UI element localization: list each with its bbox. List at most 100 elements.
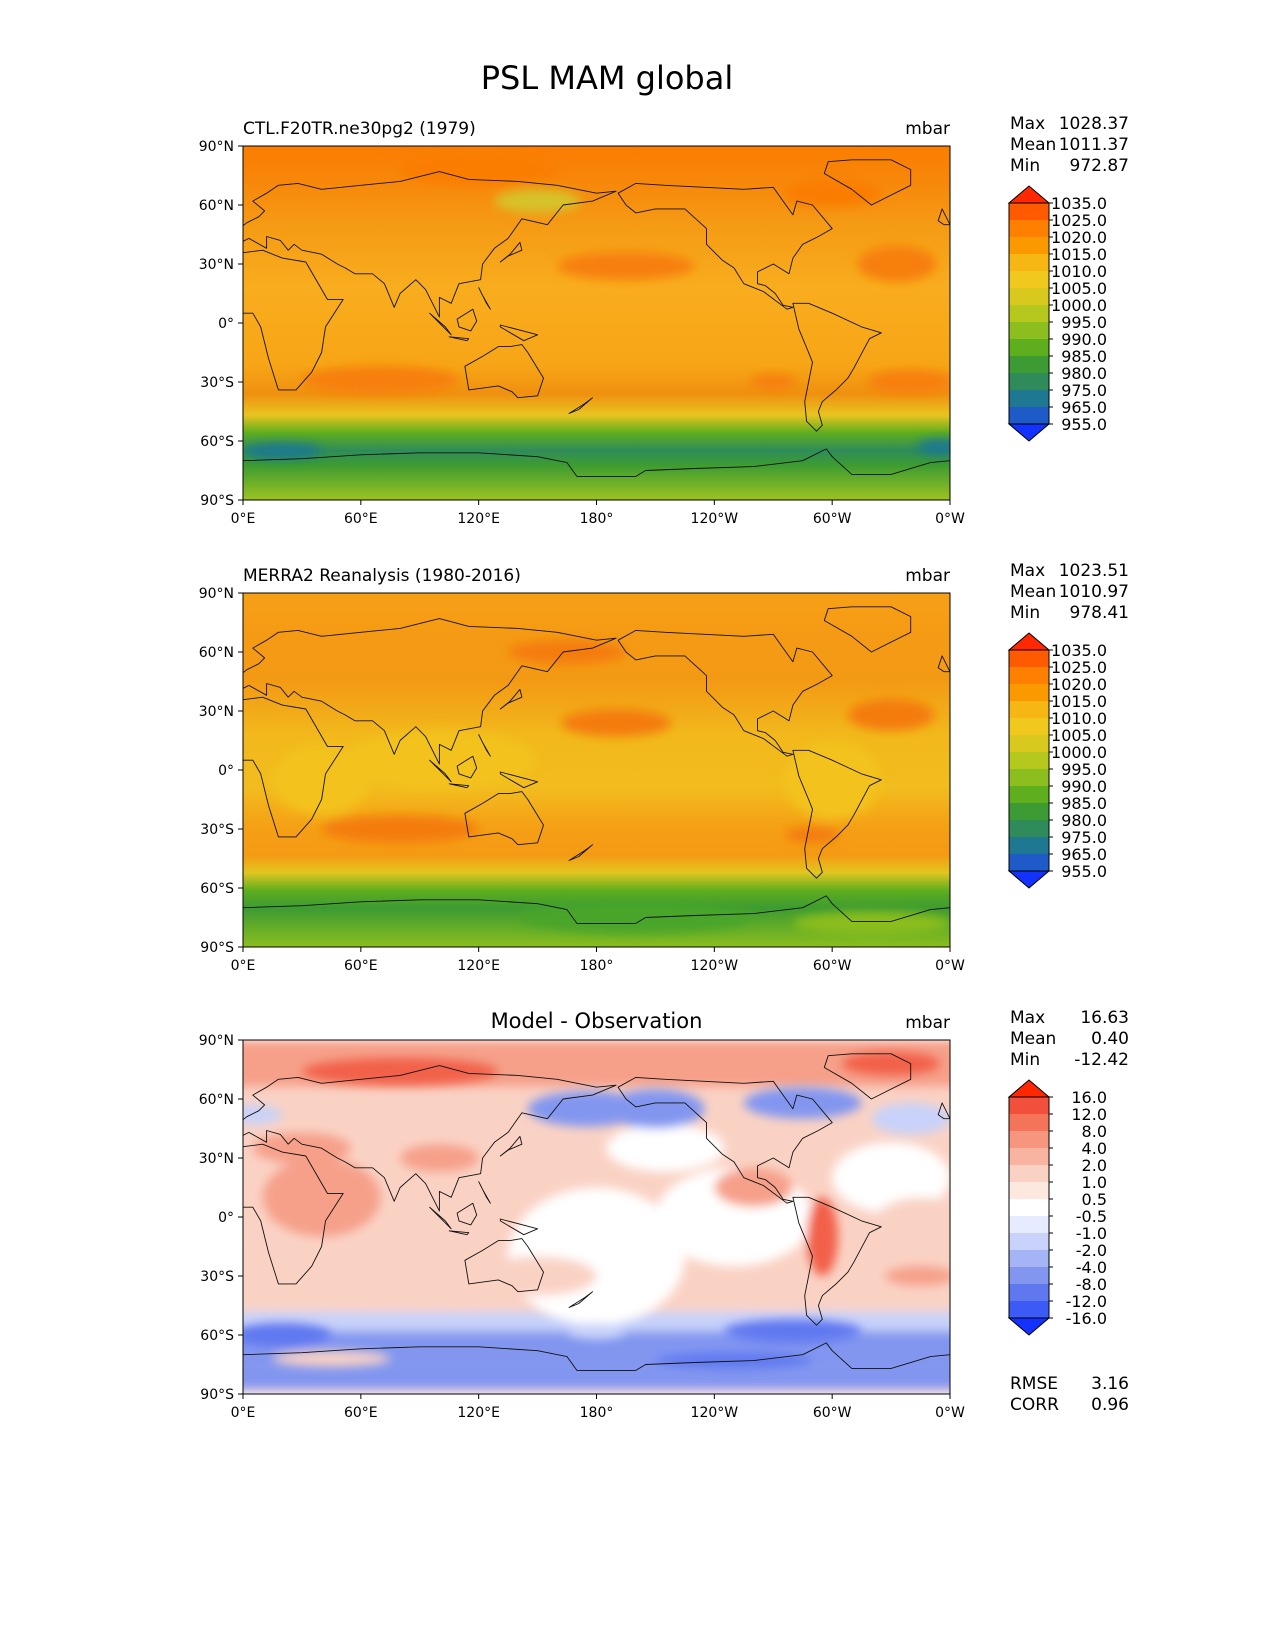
colorbar: 1035.01025.01020.01015.01010.01005.01000… [1007, 632, 1107, 889]
coastlines [243, 606, 950, 947]
colorbar-extend-min [1007, 1317, 1051, 1336]
panel-units: mbar [905, 119, 950, 139]
colorbar-extend-min [1007, 870, 1051, 889]
lon-tick-label: 120°W [691, 511, 739, 527]
lat-tick-label: 60°S [200, 1328, 234, 1344]
lat-tick-label: 90°S [200, 493, 234, 509]
panel-title: Model - Observation [491, 1009, 703, 1033]
colorbar-label: 965.0 [1061, 845, 1107, 864]
colorbar-label: 980.0 [1061, 811, 1107, 830]
lat-tick-label: 30°N [199, 257, 234, 273]
figure-title: PSL MAM global [481, 59, 733, 97]
lon-tick-label: 0°W [935, 511, 965, 527]
colorbar-segment [1009, 220, 1049, 238]
colorbar-label: -4.0 [1076, 1258, 1107, 1277]
colorbar-extend-max [1007, 1079, 1051, 1098]
difference-region [400, 1144, 479, 1172]
colorbar-label: 1035.0 [1051, 194, 1107, 213]
colorbar-frame [1008, 202, 1050, 425]
pressure-region [749, 374, 797, 390]
coastline [243, 696, 344, 838]
difference-region [841, 1051, 941, 1076]
difference-region [301, 1057, 499, 1086]
colorbar-label: 1.0 [1082, 1173, 1107, 1192]
lon-tick-label: 0°E [231, 958, 256, 974]
colorbar-segment [1009, 718, 1049, 736]
coastline [243, 618, 617, 765]
colorbar-segment [1009, 1182, 1049, 1200]
colorbar-segment [1009, 356, 1049, 374]
lat-tick-label: 30°S [200, 822, 234, 838]
stat-value: 1023.51 [1059, 561, 1129, 581]
colorbar-label: 1000.0 [1051, 296, 1107, 315]
difference-region [743, 1087, 862, 1119]
coastline [429, 312, 452, 336]
panel-title: MERRA2 Reanalysis (1980-2016) [243, 566, 521, 586]
colorbar-label: 985.0 [1061, 794, 1107, 813]
colorbar-label: 990.0 [1061, 330, 1107, 349]
colorbar-label: 1005.0 [1051, 279, 1107, 298]
colorbar-segment [1009, 1301, 1049, 1319]
panel-model: 90°N 60°N 30°N 0° 30°S 60°S 90°S 0°E 60°E 120°E 18… [199, 114, 1129, 527]
difference-region [871, 1102, 950, 1135]
lat-tick-label: 90°N [199, 1033, 234, 1049]
lat-tick-label: 90°S [200, 940, 234, 956]
colorbar-label: 0.5 [1082, 1190, 1107, 1209]
colorbar-segment [1009, 1148, 1049, 1166]
map-blobs [243, 153, 950, 459]
colorbar-segment [1009, 1267, 1049, 1285]
stat-label: Mean [1010, 582, 1056, 602]
coastline [464, 791, 544, 846]
difference-region [885, 1266, 950, 1286]
pressure-region [400, 153, 558, 186]
colorbar-label: -1.0 [1076, 1224, 1107, 1243]
coastline [243, 1065, 617, 1212]
lon-tick-label: 180° [580, 958, 614, 974]
difference-region [655, 1352, 813, 1369]
colorbar-segment [1009, 786, 1049, 804]
coastline [448, 336, 470, 342]
pressure-region [785, 827, 841, 843]
stat-label: Mean [1010, 135, 1056, 155]
map-blobs [243, 1051, 950, 1369]
corr-value: 0.96 [1091, 1395, 1129, 1415]
stat-label: Max [1010, 1008, 1045, 1028]
colorbar-label: 1025.0 [1051, 211, 1107, 230]
coastline [464, 344, 544, 399]
panel-units: mbar [905, 1013, 950, 1033]
colorbar-segment [1009, 701, 1049, 719]
colorbar-segment [1009, 1131, 1049, 1149]
lat-tick-label: 60°N [199, 1092, 234, 1108]
colorbar-segment [1009, 1199, 1049, 1217]
coastline [568, 1291, 594, 1308]
lon-tick-label: 0°W [935, 958, 965, 974]
lat-tick-label: 0° [218, 763, 234, 779]
coastline [464, 1238, 544, 1293]
colorbar-segment [1009, 1114, 1049, 1132]
stat-label: Max [1010, 114, 1045, 134]
lat-tick-label: 0° [218, 1210, 234, 1226]
lon-tick-label: 120°W [691, 958, 739, 974]
difference-region [606, 1124, 725, 1172]
colorbar-segment [1009, 837, 1049, 855]
colorbar-label: 1005.0 [1051, 726, 1107, 745]
stat-value: 972.87 [1070, 156, 1129, 176]
coastline [937, 655, 950, 673]
difference-region [871, 1197, 950, 1257]
map-axes: 90°N 60°N 30°N 0° 30°S 60°S 90°S 0°E 60°E 120°E 18… [199, 586, 965, 974]
colorbar-segment [1009, 305, 1049, 323]
coastline [243, 895, 950, 947]
stat-label: Min [1010, 603, 1040, 623]
pressure-region [321, 815, 479, 843]
colorbar-label: 1020.0 [1051, 228, 1107, 247]
coastline [478, 1181, 491, 1204]
coastline [429, 1206, 452, 1230]
colorbar-segment [1009, 373, 1049, 391]
colorbar-label: 1015.0 [1051, 692, 1107, 711]
stats-block: Max 16.63 Mean 0.40 Min -12.42 [1010, 1008, 1129, 1070]
colorbar-segment [1009, 271, 1049, 289]
colorbar-segment [1009, 288, 1049, 306]
rmse-value: 3.16 [1091, 1374, 1129, 1394]
pressure-region [508, 640, 626, 664]
